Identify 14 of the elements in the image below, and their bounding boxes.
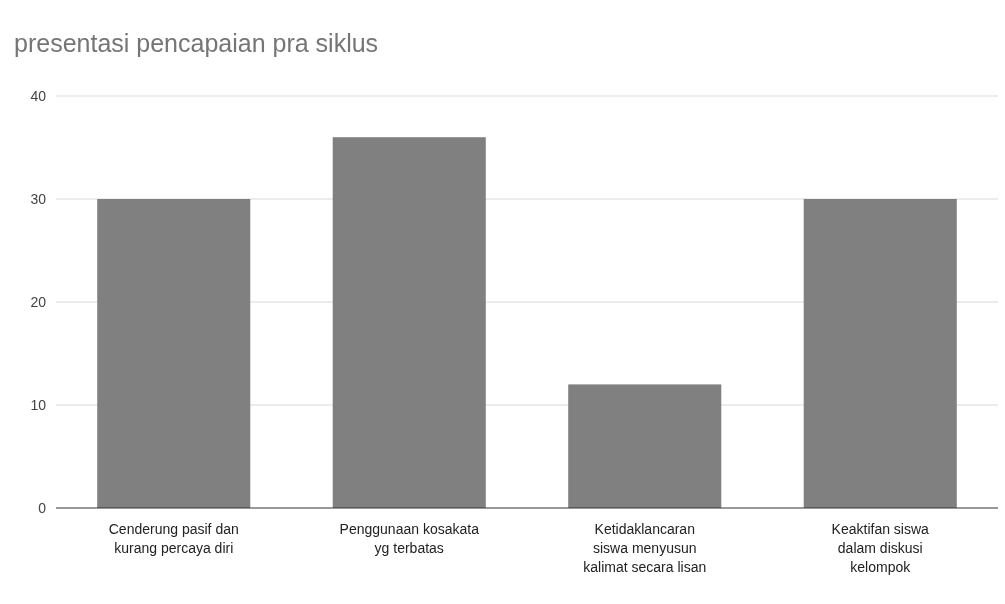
- y-tick-label: 10: [30, 396, 47, 413]
- y-tick-label: 30: [30, 190, 47, 207]
- x-tick-label: Penggunaan kosakata yg terbatas: [339, 521, 480, 556]
- bar: [97, 199, 251, 508]
- x-tick-label: Cenderung pasif dan kurang percaya diri: [108, 521, 239, 556]
- y-tick-label: 40: [30, 87, 47, 104]
- y-tick-label: 0: [38, 499, 47, 516]
- bar: [332, 137, 486, 508]
- bar: [568, 384, 722, 508]
- x-tick-label: Ketidaklancaran siswa menyusun kalimat secara lisan: [583, 521, 707, 575]
- y-tick-label: 20: [30, 293, 47, 310]
- x-tick-label: Keaktifan siswa dalam diskusi kelompok: [831, 521, 930, 575]
- bar: [803, 199, 957, 508]
- chart-title: presentasi pencapaian pra siklus: [14, 29, 379, 57]
